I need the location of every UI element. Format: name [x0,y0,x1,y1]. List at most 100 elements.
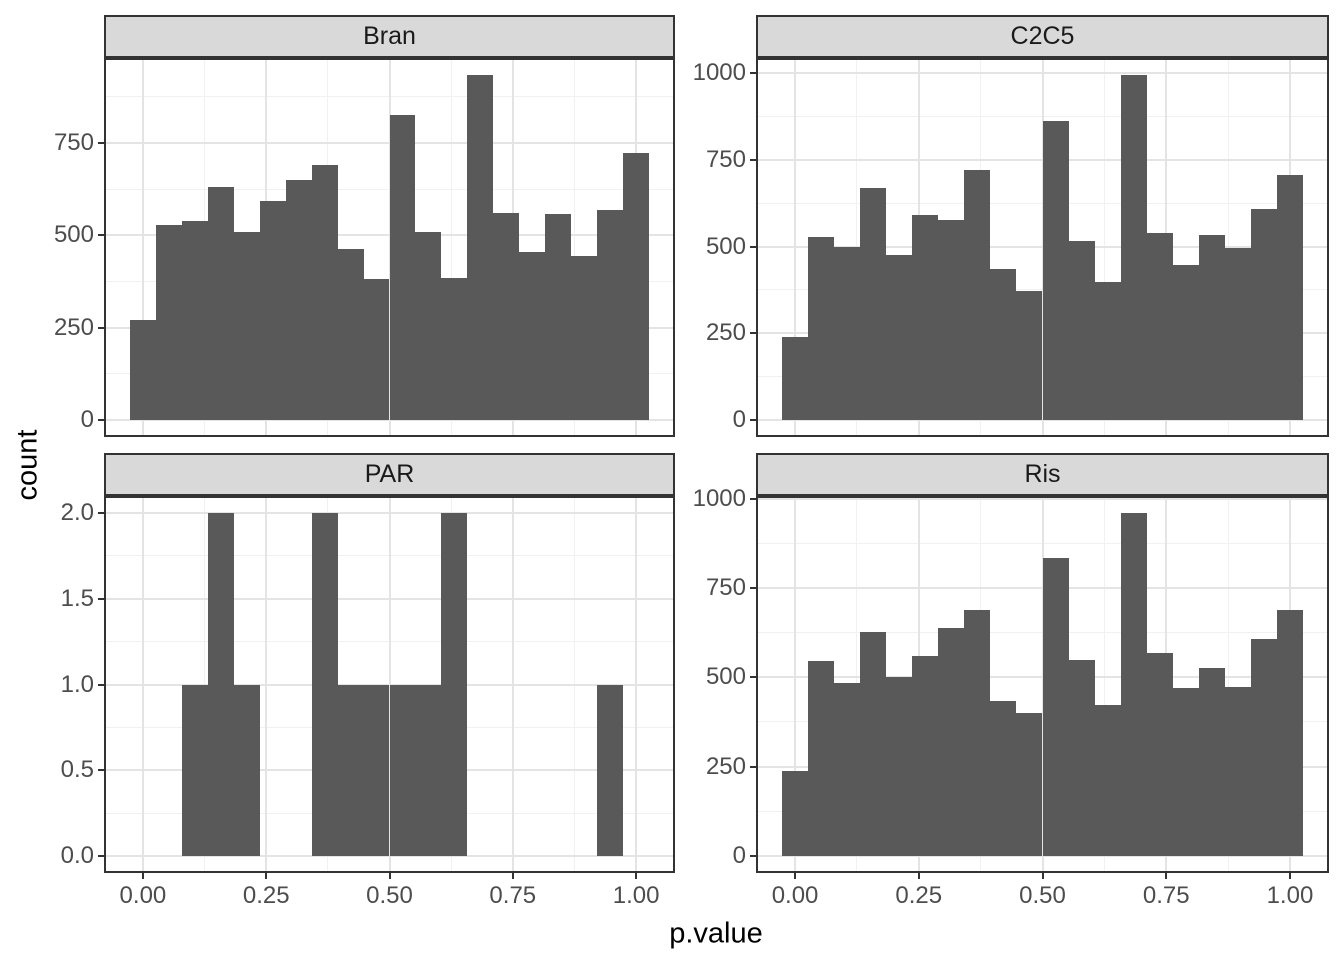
histogram-bar [311,513,338,856]
y-tick-label: 500 [705,663,746,691]
histogram-bar [1250,208,1277,420]
histogram-bar [886,255,913,420]
x-tick-label: 1.00 [1266,882,1314,909]
histogram-bar [964,609,991,856]
y-tick-label: 750 [705,146,746,174]
histogram-bar [545,213,572,420]
grid-minor-x [1227,496,1229,873]
histogram-bar [233,684,260,856]
y-tick-mark [98,142,104,145]
histogram-bar [233,232,260,420]
y-tick-mark [98,512,104,515]
histogram-bar [441,278,468,420]
histogram-bar [363,684,390,856]
facet-label-ris: Ris [1024,460,1061,488]
y-tick-mark [750,332,756,335]
x-tick-label: 0.00 [771,882,819,909]
x-tick-mark [917,873,920,879]
histogram-bar [389,115,416,420]
histogram-bar [1276,609,1303,856]
grid-minor-x [573,58,575,437]
histogram-bar [860,188,887,420]
y-tick-label: 750 [705,574,746,602]
y-tick-label: 0 [732,405,746,433]
y-tick-label: 0 [80,405,94,433]
histogram-bar [1042,121,1069,420]
grid-minor-x [1103,496,1105,873]
y-tick-label: 0.0 [60,841,94,869]
x-tick-mark [265,873,268,879]
histogram-bar [1042,558,1069,856]
y-tick-label: 250 [705,752,746,780]
grid-major-y [104,512,675,515]
x-tick-mark [794,873,797,879]
histogram-bar [415,684,442,856]
x-tick-label: 1.00 [612,882,660,909]
histogram-bar [990,269,1017,420]
y-tick-mark [98,683,104,686]
x-tick-mark [1041,873,1044,879]
y-tick-mark [98,326,104,329]
facet-panel-ris [756,496,1329,873]
histogram-bar [1250,638,1277,856]
facet-panel-par [104,496,675,873]
grid-major-y [756,854,1329,857]
histogram-bar [1016,713,1043,856]
histogram-bar [493,212,520,420]
x-tick-label: 0.25 [242,882,290,909]
histogram-bar [155,225,182,420]
histogram-bar [782,770,809,856]
x-tick-mark [1165,873,1168,879]
histogram-bar [808,236,835,420]
y-tick-mark [750,245,756,248]
histogram-bar [782,336,809,420]
facet-label-par: PAR [364,460,415,488]
histogram-bar [1172,264,1199,420]
histogram-bar [1016,290,1043,420]
y-tick-mark [750,418,756,421]
histogram-bar [1094,282,1121,420]
grid-minor-x [450,58,452,437]
y-tick-mark [98,418,104,421]
grid-major-y [756,497,1329,500]
y-axis-title: count [11,429,44,501]
facet-strip-c2c5: C2C5 [756,15,1329,58]
histogram-bar [1172,688,1199,856]
histogram-bar [597,209,624,420]
x-tick-label: 0.50 [1019,882,1066,909]
histogram-bar [834,683,861,856]
histogram-bar [1224,686,1251,856]
grid-major-x [794,496,797,873]
x-tick-mark [635,873,638,879]
histogram-bar [912,214,939,420]
histogram-bar [938,219,965,420]
y-tick-label: 250 [705,319,746,347]
histogram-bar [415,231,442,420]
histogram-bar [1094,704,1121,856]
y-tick-mark [750,765,756,768]
y-tick-mark [750,497,756,500]
grid-major-x [141,58,144,437]
facet-panel-bran [104,58,675,437]
histogram-bar [311,165,338,420]
histogram-bar [181,220,208,420]
histogram-bar [259,200,286,420]
grid-major-y [756,418,1329,421]
y-tick-label: 750 [53,129,94,157]
x-axis-title: p.value [669,917,763,950]
y-tick-label: 1000 [692,59,746,87]
x-tick-label: 0.00 [119,882,167,909]
y-tick-mark [750,72,756,75]
facet-strip-par: PAR [104,453,675,496]
y-tick-label: 1000 [692,484,746,512]
x-tick-label: 0.25 [895,882,943,909]
y-tick-mark [750,676,756,679]
histogram-bar [834,246,861,420]
histogram-bar [389,684,416,856]
histogram-bar [1198,235,1225,420]
histogram-bar [860,632,887,856]
y-tick-label: 500 [705,232,746,260]
histogram-bar [441,513,468,856]
histogram-bar [1068,241,1095,420]
histogram-bar [623,152,650,420]
